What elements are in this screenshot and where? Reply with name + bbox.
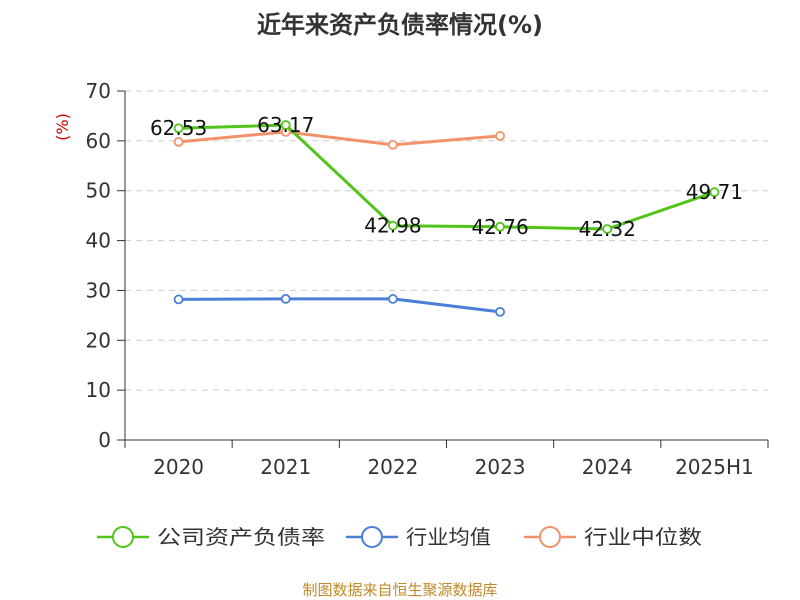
y-tick-label-60: 60 <box>86 129 111 153</box>
legend-item-1[interactable]: 行业均值 <box>346 525 491 549</box>
data-label-2021: 63.17 <box>257 113 314 137</box>
point-2-2022[interactable] <box>388 139 398 150</box>
series-line-0 <box>178 123 715 231</box>
point-0-2022[interactable] <box>388 220 398 231</box>
point-1-2020[interactable] <box>173 294 184 305</box>
legend-item-2[interactable]: 行业中位数 <box>524 525 702 549</box>
legend-label-0: 公司资产负债率 <box>157 525 325 549</box>
x-tick-label-2021: 2021 <box>260 455 311 479</box>
series-line-1 <box>178 297 501 314</box>
y-tick-label-70: 70 <box>86 79 111 103</box>
legend-swatch-marker-2 <box>539 526 561 548</box>
data-label-2020: 62.53 <box>150 116 207 140</box>
point-0-2021[interactable] <box>280 120 291 130</box>
x-tick-label-2025H1: 2025H1 <box>675 455 754 479</box>
x-tick-label-2023: 2023 <box>475 455 526 479</box>
series-line-2 <box>178 130 501 147</box>
y-tick-label-40: 40 <box>86 229 111 253</box>
y-tick-label-10: 10 <box>86 378 111 402</box>
data-label-2023: 42.76 <box>471 215 528 239</box>
point-0-2024[interactable] <box>602 224 613 234</box>
x-tick-label-2020: 2020 <box>153 455 204 479</box>
point-2-2023[interactable] <box>495 130 505 141</box>
y-tick-label-30: 30 <box>86 278 111 302</box>
x-tick-label-2022: 2022 <box>367 455 418 479</box>
point-0-2020[interactable] <box>173 123 184 134</box>
x-tick-label-2024: 2024 <box>582 455 633 479</box>
point-2-2020[interactable] <box>173 136 184 147</box>
point-1-2022[interactable] <box>388 294 398 304</box>
legend-swatch-marker-1 <box>361 526 383 548</box>
data-label-2022: 42.98 <box>364 214 421 238</box>
legend-label-1: 行业均值 <box>406 525 491 549</box>
chart-title: 近年来资产负债率情况(%) <box>257 11 543 39</box>
point-0-2025H1[interactable] <box>709 187 720 198</box>
grid-lines <box>125 90 768 391</box>
y-axis-label: (%) <box>53 113 72 141</box>
y-tick-label-20: 20 <box>86 328 111 352</box>
source-note: 制图数据来自恒生聚源数据库 <box>302 581 497 599</box>
data-label-2024: 42.32 <box>579 217 636 241</box>
y-tick-label-50: 50 <box>86 179 111 203</box>
series-layer: 62.53 63.17 42.98 42.76 42.32 49.71 <box>150 113 743 317</box>
axes: 0 10 20 30 40 50 60 70 2020 2021 2022 2023 2024 2025H… <box>86 79 769 479</box>
point-1-2023[interactable] <box>495 306 505 317</box>
y-tick-label-0: 0 <box>98 428 111 452</box>
data-label-2025H1: 49.71 <box>686 180 743 204</box>
point-0-2023[interactable] <box>495 221 505 232</box>
legend-label-2: 行业中位数 <box>584 525 702 549</box>
legend[interactable]: 公司资产负债率 行业均值 行业中位数 <box>97 525 702 549</box>
point-1-2021[interactable] <box>280 294 291 304</box>
legend-swatch-marker-0 <box>112 526 134 548</box>
legend-item-0[interactable]: 公司资产负债率 <box>97 525 325 549</box>
